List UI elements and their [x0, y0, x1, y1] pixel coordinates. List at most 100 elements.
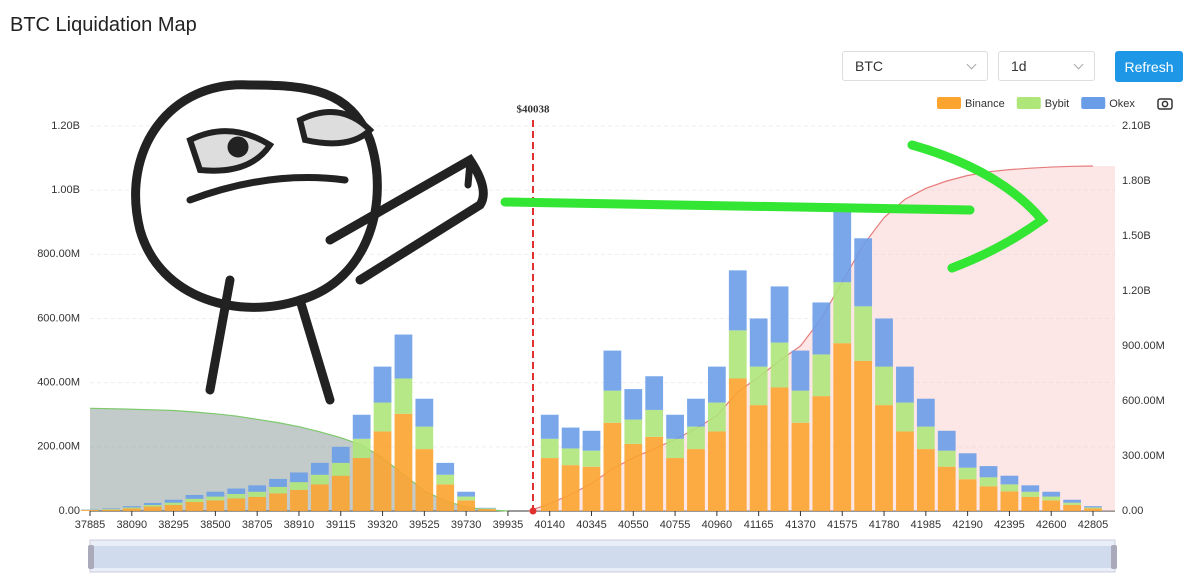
- y-tick-label: 800.00M: [37, 248, 80, 260]
- legend-swatch: [1016, 97, 1041, 109]
- bar: [937, 450, 956, 467]
- bar: [896, 402, 914, 432]
- price-label: $40038: [517, 104, 551, 116]
- bar: [373, 402, 392, 432]
- bar: [645, 436, 664, 511]
- bar: [833, 343, 852, 511]
- x-tick-label: 41165: [744, 519, 774, 531]
- bar: [185, 502, 204, 511]
- meme-drawing: [131, 80, 488, 405]
- bar: [770, 387, 789, 511]
- bar: [540, 458, 559, 511]
- bar: [1021, 496, 1040, 511]
- x-tick-label: 39935: [493, 519, 524, 531]
- bar: [457, 496, 476, 501]
- bar: [770, 286, 789, 343]
- bar: [248, 491, 267, 497]
- y2-tick-label: 2.10B: [1122, 120, 1151, 132]
- bar: [102, 509, 120, 510]
- bar: [1063, 499, 1081, 503]
- bar: [310, 474, 329, 485]
- y2-tick-label: 600.00M: [1122, 395, 1165, 407]
- bar: [122, 508, 141, 511]
- green-arrow: [500, 140, 1049, 273]
- y2-tick-label: 1.50B: [1122, 230, 1151, 242]
- y2-tick-label: 1.20B: [1122, 285, 1151, 297]
- bar: [227, 498, 246, 511]
- legend-swatch: [1081, 97, 1106, 109]
- bar: [185, 494, 204, 499]
- x-tick-label: 42805: [1078, 519, 1109, 531]
- bar: [1000, 475, 1019, 485]
- bar: [707, 431, 726, 511]
- bar: [352, 438, 371, 459]
- bar: [227, 488, 246, 494]
- y2-tick-label: 1.80B: [1122, 175, 1151, 187]
- bar: [582, 450, 601, 467]
- bar: [248, 496, 267, 511]
- bar: [185, 498, 204, 503]
- refresh-button[interactable]: Refresh: [1115, 51, 1183, 82]
- x-tick-label: 41575: [827, 519, 858, 531]
- bar: [394, 413, 413, 511]
- bar: [122, 507, 141, 509]
- x-tick-label: 40960: [702, 519, 733, 531]
- bar: [561, 427, 580, 449]
- bar: [1063, 504, 1081, 511]
- bar: [603, 350, 622, 391]
- bar: [603, 422, 622, 511]
- bar: [1042, 496, 1061, 501]
- bar: [81, 510, 99, 511]
- bar: [979, 486, 998, 511]
- bar: [143, 504, 162, 507]
- x-tick-label: 38705: [242, 519, 273, 531]
- bar: [394, 378, 413, 414]
- bar: [164, 502, 183, 505]
- bar: [749, 405, 768, 511]
- bar: [1084, 508, 1102, 511]
- bar: [436, 462, 455, 475]
- bar: [102, 508, 120, 510]
- bar: [875, 405, 893, 511]
- bar: [164, 504, 183, 511]
- bar: [415, 449, 434, 511]
- bar: [227, 493, 246, 499]
- bar: [582, 430, 601, 451]
- x-tick-label: 42190: [952, 519, 983, 531]
- symbol-select[interactable]: BTC: [842, 51, 988, 81]
- zoom-slider[interactable]: [88, 539, 1117, 573]
- bar: [1084, 507, 1102, 509]
- bar: [645, 409, 664, 437]
- legend-label: Okex: [1109, 98, 1135, 110]
- bar: [812, 302, 831, 355]
- bar: [394, 334, 413, 379]
- y-tick-label: 0.00: [59, 505, 80, 517]
- bar: [478, 508, 496, 510]
- bar: [373, 431, 392, 511]
- bar: [1084, 506, 1102, 508]
- bar: [373, 366, 392, 403]
- bar: [958, 479, 977, 511]
- x-tick-label: 38090: [116, 519, 147, 531]
- bar: [561, 465, 580, 511]
- bar: [331, 462, 350, 476]
- bar: [561, 448, 580, 466]
- price-dot: [529, 507, 537, 515]
- bar: [1042, 500, 1061, 511]
- bar: [916, 449, 935, 511]
- bar: [749, 318, 768, 367]
- x-tick-label: 42395: [994, 519, 1025, 531]
- x-tick-label: 40755: [660, 519, 691, 531]
- interval-select[interactable]: 1d: [998, 51, 1095, 81]
- bar: [143, 506, 162, 511]
- bar: [624, 443, 643, 511]
- x-tick-label: 41985: [911, 519, 942, 531]
- bar: [624, 419, 643, 444]
- bar: [310, 484, 329, 511]
- bar: [958, 467, 977, 480]
- bar: [143, 502, 162, 505]
- legend-label: Bybit: [1045, 98, 1069, 110]
- bar: [728, 378, 747, 511]
- camera-icon[interactable]: [1157, 98, 1173, 110]
